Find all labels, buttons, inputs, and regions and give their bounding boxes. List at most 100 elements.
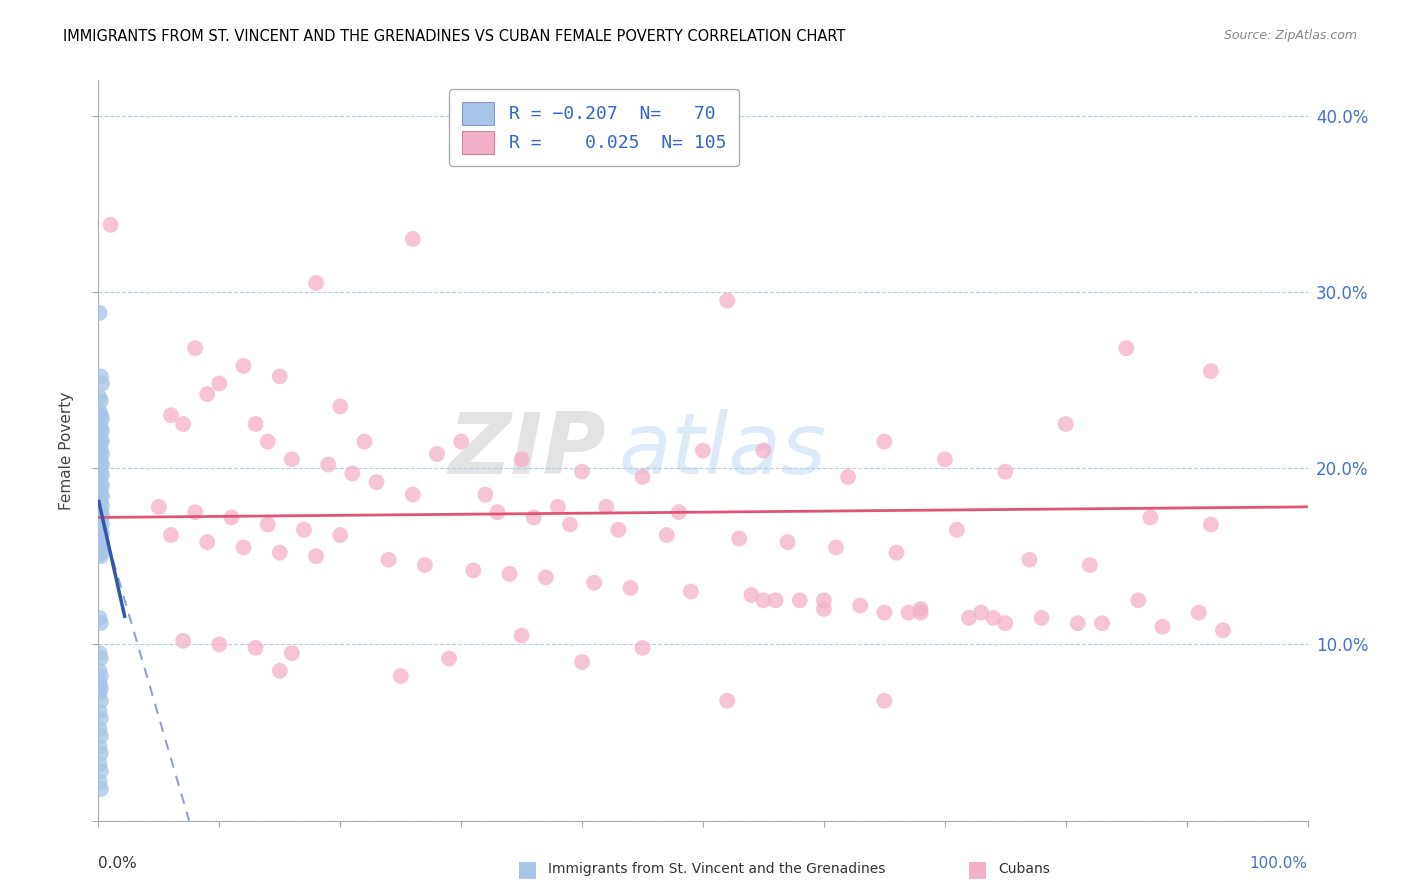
Point	[91, 411, 114, 425]
Point	[89, 482, 111, 496]
Point	[1212, 624, 1234, 638]
Point	[523, 510, 546, 524]
Point	[89, 757, 111, 772]
Point	[498, 566, 520, 581]
Point	[558, 517, 581, 532]
Point	[91, 447, 114, 461]
Point	[89, 739, 111, 754]
Point	[789, 593, 811, 607]
Text: Immigrants from St. Vincent and the Grenadines: Immigrants from St. Vincent and the Gren…	[548, 862, 886, 876]
Point	[89, 417, 111, 431]
Point	[90, 485, 112, 500]
Point	[91, 434, 114, 449]
Point	[90, 711, 112, 725]
Point	[89, 530, 111, 544]
Point	[89, 611, 111, 625]
Text: 0.0%: 0.0%	[98, 856, 138, 871]
Point	[172, 417, 194, 431]
Point	[89, 306, 111, 320]
Point	[413, 558, 436, 572]
Point	[668, 505, 690, 519]
Point	[463, 563, 485, 577]
Point	[91, 517, 114, 532]
Point	[90, 477, 112, 491]
Point	[90, 694, 112, 708]
Text: 100.0%: 100.0%	[1250, 856, 1308, 871]
Point	[849, 599, 872, 613]
Point	[148, 500, 170, 514]
Point	[619, 581, 641, 595]
Point	[389, 669, 412, 683]
Point	[994, 465, 1017, 479]
Point	[910, 606, 932, 620]
Point	[752, 593, 775, 607]
Point	[160, 528, 183, 542]
Point	[342, 467, 364, 481]
Point	[571, 465, 593, 479]
Point	[655, 528, 678, 542]
Point	[1078, 558, 1101, 572]
Point	[353, 434, 375, 449]
Point	[90, 651, 112, 665]
Point	[728, 532, 751, 546]
Point	[89, 646, 111, 660]
Point	[547, 500, 569, 514]
Point	[160, 408, 183, 422]
Point	[1031, 611, 1053, 625]
Point	[305, 276, 328, 290]
Text: Cubans: Cubans	[998, 862, 1050, 876]
Text: atlas: atlas	[619, 409, 827, 492]
Point	[752, 443, 775, 458]
Point	[402, 487, 425, 501]
Point	[1139, 510, 1161, 524]
Point	[329, 528, 352, 542]
Legend: R = −0.207  N=   70, R =    0.025  N= 105: R = −0.207 N= 70, R = 0.025 N= 105	[450, 89, 740, 167]
Point	[256, 517, 278, 532]
Point	[90, 616, 112, 631]
Point	[221, 510, 243, 524]
Point	[437, 651, 460, 665]
Point	[740, 588, 762, 602]
Point	[232, 359, 254, 373]
Point	[1188, 606, 1211, 620]
Point	[208, 376, 231, 391]
Point	[946, 523, 969, 537]
Point	[89, 548, 111, 562]
Point	[89, 429, 111, 443]
Point	[1018, 553, 1040, 567]
Text: ■: ■	[967, 859, 987, 879]
Point	[450, 434, 472, 449]
Point	[510, 628, 533, 642]
Point	[91, 468, 114, 483]
Text: ZIP: ZIP	[449, 409, 606, 492]
Point	[89, 722, 111, 736]
Point	[89, 521, 111, 535]
Point	[534, 570, 557, 584]
Point	[90, 729, 112, 743]
Point	[716, 694, 738, 708]
Point	[910, 602, 932, 616]
Point	[981, 611, 1004, 625]
Point	[245, 417, 267, 431]
Point	[91, 376, 114, 391]
Point	[366, 475, 388, 490]
Point	[716, 293, 738, 308]
Point	[402, 232, 425, 246]
Point	[89, 687, 111, 701]
Point	[90, 781, 112, 796]
Point	[232, 541, 254, 555]
Point	[195, 535, 218, 549]
Point	[474, 487, 496, 501]
Point	[91, 535, 114, 549]
Point	[1067, 616, 1090, 631]
Point	[89, 452, 111, 467]
Point	[1115, 341, 1137, 355]
Point	[100, 218, 122, 232]
Point	[631, 470, 654, 484]
Point	[90, 541, 112, 555]
Y-axis label: Female Poverty: Female Poverty	[59, 392, 75, 509]
Point	[825, 541, 848, 555]
Point	[813, 593, 835, 607]
Point	[89, 539, 111, 553]
Point	[994, 616, 1017, 631]
